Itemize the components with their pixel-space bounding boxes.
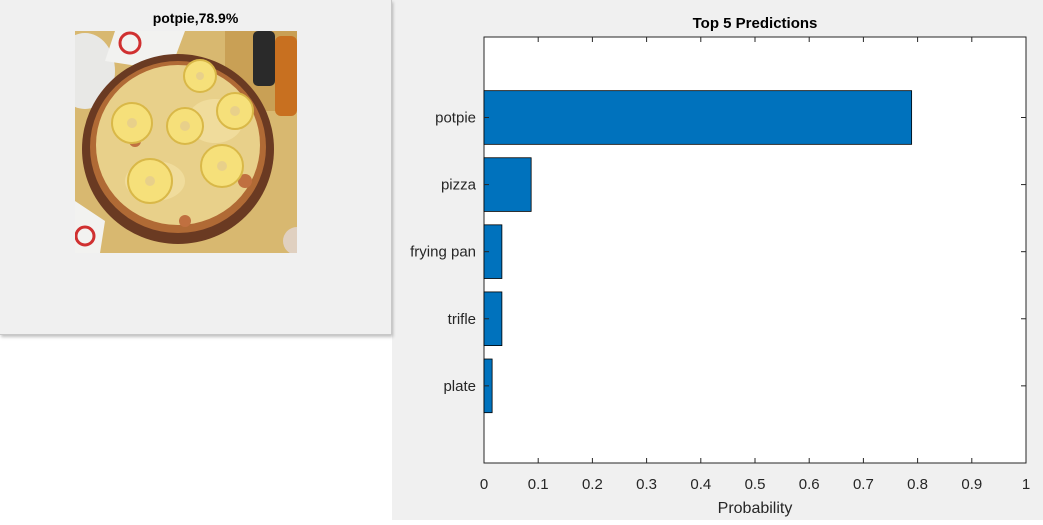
top5-bar-chart: Top 5 Predictions potpie pizza frying pan t… bbox=[410, 15, 1030, 517]
food-photo bbox=[75, 31, 297, 253]
y-tick-label: plate bbox=[443, 378, 476, 395]
x-tick-label: 0.1 bbox=[528, 476, 549, 493]
chart-title: Top 5 Predictions bbox=[693, 15, 818, 32]
chart-figure-window: Top 5 Predictions potpie pizza frying pan t… bbox=[392, 0, 1043, 520]
x-tick-label: 0.4 bbox=[690, 476, 711, 493]
x-tick-label: 0.6 bbox=[799, 476, 820, 493]
bar-potpie bbox=[483, 90, 913, 145]
y-tick-label: potpie bbox=[435, 110, 476, 127]
bar-pizza bbox=[483, 157, 532, 212]
y-tick-label: trifle bbox=[448, 311, 476, 328]
x-tick-label: 0.2 bbox=[582, 476, 603, 493]
x-tick-label: 0.9 bbox=[961, 476, 982, 493]
x-tick-labels: 0 0.1 0.2 0.3 0.4 0.5 0.6 0.7 0.8 0.9 1 bbox=[480, 37, 1030, 493]
x-tick-label: 0.3 bbox=[636, 476, 657, 493]
x-tick-label: 0.7 bbox=[853, 476, 874, 493]
x-tick-label: 0 bbox=[480, 476, 488, 493]
x-tick-label: 0.5 bbox=[745, 476, 766, 493]
image-title: potpie,78.9% bbox=[152, 10, 239, 26]
y-tick-labels: potpie pizza frying pan trifle plate bbox=[410, 110, 1026, 395]
y-tick-label: frying pan bbox=[410, 244, 476, 261]
x-tick-label: 1 bbox=[1022, 476, 1030, 493]
y-tick-label: pizza bbox=[441, 177, 477, 194]
x-tick-label: 0.8 bbox=[907, 476, 928, 493]
x-axis-label: Probability bbox=[718, 500, 793, 517]
image-figure-window: potpie,78.9% bbox=[0, 0, 392, 335]
